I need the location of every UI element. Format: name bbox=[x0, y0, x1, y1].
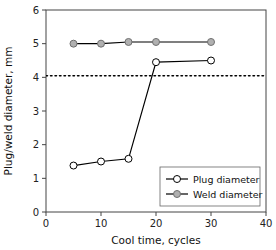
x-axis-label: Cool time, cycles bbox=[111, 234, 200, 246]
y-tick bbox=[42, 43, 46, 44]
y-axis-label: Plug/weld diameter, mm bbox=[2, 47, 14, 176]
legend-swatch-marker bbox=[174, 176, 181, 183]
x-tick-label: 20 bbox=[150, 218, 163, 229]
y-tick bbox=[42, 111, 46, 112]
point bbox=[98, 158, 105, 165]
x-tick-label: 0 bbox=[43, 218, 49, 229]
y-tick-label: 6 bbox=[33, 5, 39, 16]
y-tick-label: 2 bbox=[33, 139, 39, 150]
plot-area bbox=[46, 38, 266, 169]
x-tick bbox=[46, 212, 47, 216]
chart: 0 10 20 30 40 0 1 2 3 4 5 6 Cool time, cycles Plug/we… bbox=[0, 0, 276, 250]
legend-swatch-marker bbox=[174, 191, 181, 198]
point bbox=[153, 38, 160, 45]
y-tick-label: 4 bbox=[33, 72, 39, 83]
point bbox=[208, 38, 215, 45]
y-tick bbox=[42, 212, 46, 213]
y-tick bbox=[42, 144, 46, 145]
legend-box bbox=[160, 167, 260, 206]
series-line bbox=[74, 42, 212, 44]
y-tick-label: 3 bbox=[33, 106, 39, 117]
point bbox=[125, 155, 132, 162]
y-tick bbox=[42, 178, 46, 179]
legend: Plug diameter Weld diameter bbox=[160, 167, 263, 206]
reference-line bbox=[46, 75, 266, 77]
legend-label: Weld diameter bbox=[193, 189, 263, 200]
x-tick bbox=[211, 212, 212, 216]
x-tick-label: 30 bbox=[205, 218, 218, 229]
y-tick bbox=[42, 77, 46, 78]
x-tick-label: 10 bbox=[95, 218, 108, 229]
point bbox=[125, 38, 132, 45]
y-tick-label: 5 bbox=[33, 38, 39, 49]
y-tick-label: 1 bbox=[33, 173, 39, 184]
point bbox=[70, 40, 77, 47]
x-tick bbox=[156, 212, 157, 216]
x-tick bbox=[266, 212, 267, 216]
x-tick bbox=[101, 212, 102, 216]
legend-label: Plug diameter bbox=[193, 174, 260, 185]
point bbox=[98, 40, 105, 47]
point bbox=[208, 57, 215, 64]
point bbox=[153, 59, 160, 66]
x-tick-label: 40 bbox=[260, 218, 273, 229]
series-line bbox=[74, 61, 212, 166]
y-tick-label: 0 bbox=[33, 207, 39, 218]
plot-frame bbox=[46, 10, 266, 212]
point bbox=[70, 162, 77, 169]
y-tick bbox=[42, 10, 46, 11]
